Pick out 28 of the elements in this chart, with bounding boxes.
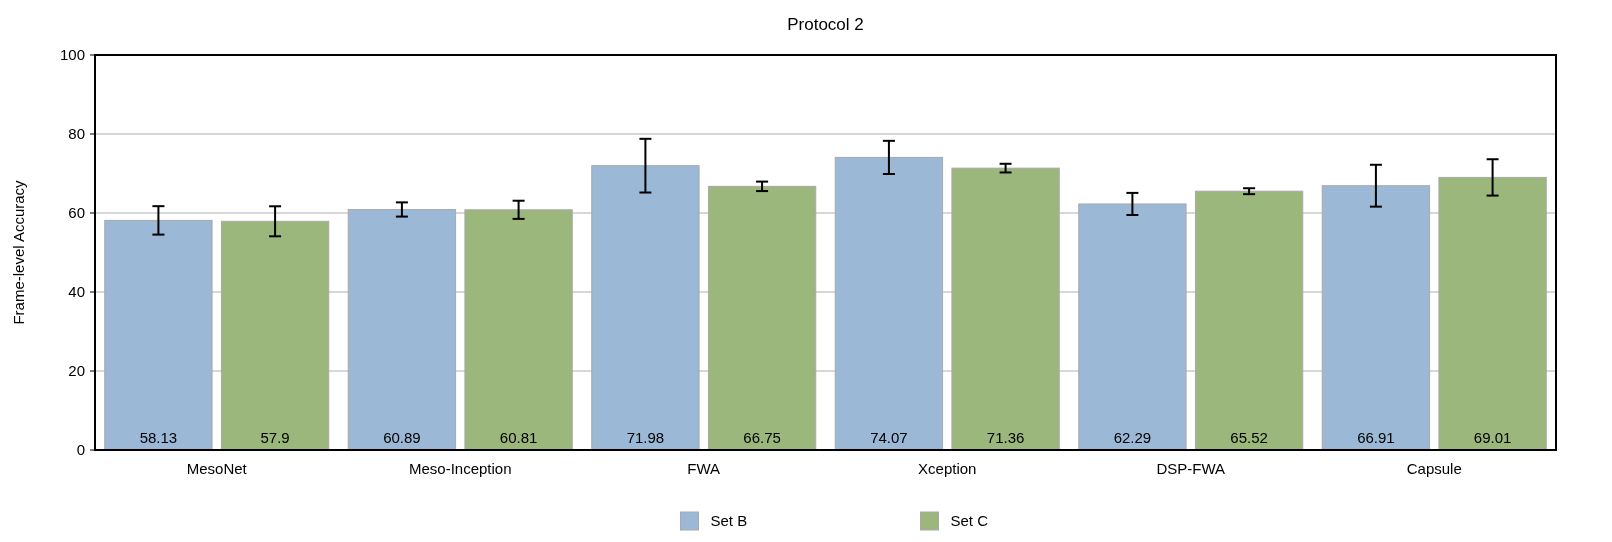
data-label: 74.07 — [870, 429, 908, 446]
y-tick-label: 100 — [59, 46, 85, 64]
x-tick-label: DSP-FWA — [1156, 460, 1226, 477]
x-tick-label: Xception — [918, 460, 977, 477]
x-tick-label: Capsule — [1406, 460, 1462, 477]
data-label: 60.89 — [383, 429, 421, 446]
y-tick-label: 0 — [76, 441, 85, 459]
data-label: 71.98 — [626, 429, 665, 446]
y-tick-label: 60 — [68, 204, 85, 222]
chart-title: Protocol 2 — [787, 15, 864, 34]
data-label: 71.36 — [986, 429, 1025, 446]
x-tick-label: Meso-Inception — [408, 460, 512, 477]
legend-label: Set B — [710, 512, 748, 529]
legend-label: Set C — [950, 512, 989, 529]
y-tick-label: 20 — [68, 362, 85, 380]
data-label: 62.29 — [1113, 429, 1152, 446]
data-label: 57.9 — [260, 429, 290, 446]
data-label: 66.75 — [743, 429, 781, 446]
data-label: 58.13 — [139, 429, 178, 446]
data-label: 65.52 — [1230, 429, 1268, 446]
data-label: 66.91 — [1357, 429, 1395, 446]
y-tick-label: 40 — [68, 283, 85, 301]
y-tick-label: 80 — [68, 125, 85, 143]
x-tick-label: FWA — [687, 460, 721, 477]
y-axis-title: Frame-level Accuracy — [10, 179, 27, 325]
x-tick-label: MesoNet — [186, 460, 248, 477]
data-label: 69.01 — [1473, 429, 1512, 446]
data-label: 60.81 — [499, 429, 538, 446]
